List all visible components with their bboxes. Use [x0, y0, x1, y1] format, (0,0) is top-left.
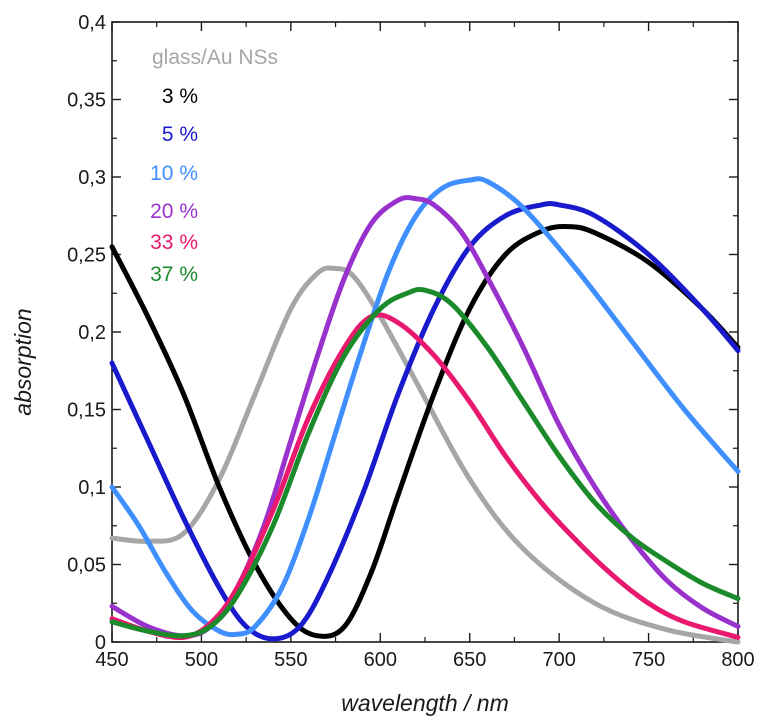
y-tick-label: 0	[95, 632, 106, 654]
series-group	[109, 176, 741, 645]
y-tick-label: 0,2	[78, 322, 106, 344]
y-tick-label: 0,3	[78, 167, 106, 189]
x-tick-label: 550	[274, 649, 307, 671]
legend-entry-4: 20 %	[150, 200, 198, 223]
legend-entry-2: 5 %	[162, 123, 198, 146]
x-tick-label: 700	[542, 649, 575, 671]
series-line-0	[109, 265, 741, 645]
y-tick-label: 0,15	[67, 400, 106, 422]
x-tick-label: 450	[95, 649, 128, 671]
x-axis-title: wavelength / nm	[341, 690, 508, 716]
series-line-5	[109, 312, 741, 641]
legend-entry-3: 10 %	[150, 162, 198, 185]
legend-entry-1: 3 %	[162, 85, 198, 108]
legend-entry-5: 33 %	[150, 231, 198, 254]
x-tick-label: 800	[721, 649, 754, 671]
y-axis-title: absorption	[10, 308, 36, 415]
y-tick-label: 0,4	[78, 12, 106, 34]
series-line-1	[109, 224, 741, 639]
y-tick-labels: 0 0,05 0,1 0,15 0,2 0,25 0,3 0,35 0,4	[67, 12, 106, 654]
y-tick-label: 0,1	[78, 477, 106, 499]
x-tick-label: 600	[364, 649, 397, 671]
y-tick-label: 0,05	[67, 555, 106, 577]
legend: glass/Au NSs 3 % 5 % 10 % 20 % 33 % 37 %	[150, 46, 278, 286]
x-tick-label: 500	[185, 649, 218, 671]
legend-entry-6: 37 %	[150, 263, 198, 286]
axis-ticks	[111, 21, 739, 643]
x-tick-label: 750	[632, 649, 665, 671]
legend-entry-0: glass/Au NSs	[152, 46, 278, 69]
x-tick-labels: 450 500 550 600 650 700 750 800	[95, 649, 754, 671]
x-tick-label: 650	[453, 649, 486, 671]
y-tick-label: 0,35	[67, 90, 106, 112]
series-line-6	[109, 286, 741, 639]
series-line-2	[109, 201, 741, 642]
y-tick-label: 0,25	[67, 245, 106, 267]
